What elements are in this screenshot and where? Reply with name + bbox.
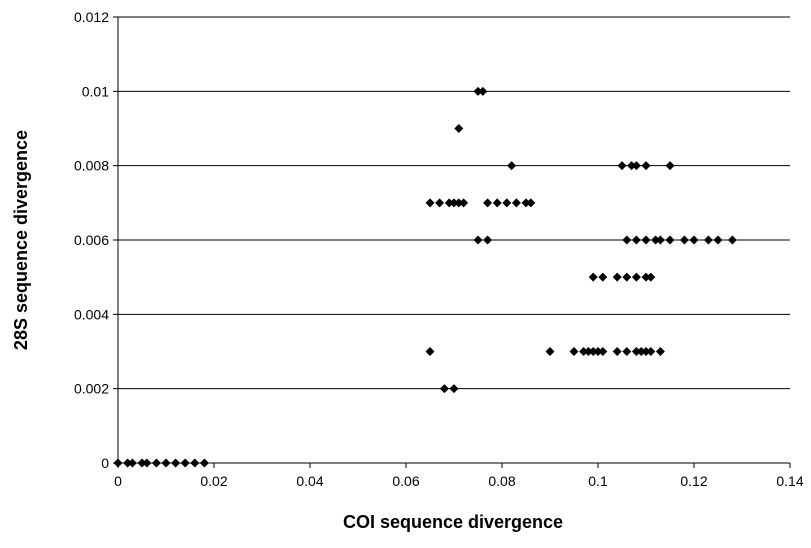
x-tick-label: 0.06 [392, 473, 419, 489]
y-tick-label: 0.004 [74, 306, 109, 322]
gridlines [118, 16, 790, 390]
data-point [617, 161, 627, 171]
y-tick-label: 0.006 [74, 232, 109, 248]
data-point [627, 161, 637, 171]
data-point [622, 235, 632, 245]
data-point [655, 347, 665, 356]
data-point [142, 458, 152, 468]
data-point [545, 347, 555, 356]
data-point [612, 272, 622, 282]
data-point [425, 198, 435, 208]
y-tick-label: 0.01 [82, 83, 109, 99]
data-point [171, 458, 181, 468]
data-point [641, 347, 651, 356]
data-point [727, 235, 737, 245]
data-point [459, 198, 469, 208]
data-point [123, 458, 133, 468]
data-point [631, 272, 641, 282]
data-point [137, 458, 147, 468]
data-point [569, 347, 579, 356]
data-point [449, 384, 459, 394]
data-point [598, 272, 608, 282]
data-point [199, 458, 209, 468]
data-point [689, 235, 699, 245]
data-point [588, 272, 598, 282]
data-point [713, 235, 723, 245]
data-point [646, 272, 656, 282]
data-point [641, 235, 651, 245]
y-tick-label: 0.012 [74, 9, 109, 25]
axes [113, 16, 791, 468]
data-points [113, 86, 737, 468]
y-tick-label: 0.008 [74, 158, 109, 174]
data-point [180, 458, 190, 468]
x-tick-label: 0 [114, 473, 122, 489]
data-point [439, 384, 449, 394]
data-point [636, 347, 646, 356]
data-point [651, 235, 661, 245]
data-point [598, 347, 608, 356]
x-tick-label: 0.02 [200, 473, 227, 489]
data-point [631, 235, 641, 245]
data-point [502, 198, 512, 208]
data-point [583, 347, 593, 356]
data-point [612, 347, 622, 356]
data-point [454, 124, 464, 133]
data-point [473, 235, 483, 245]
data-point [655, 235, 665, 245]
data-point [588, 347, 598, 356]
x-tick-label: 0.1 [588, 473, 608, 489]
data-point [492, 198, 502, 208]
data-point [665, 161, 675, 171]
x-axis-title: COI sequence divergence [343, 512, 563, 532]
data-point [454, 198, 464, 208]
data-point [521, 198, 531, 208]
y-axis-title: 28S sequence divergence [11, 130, 31, 350]
x-tick-label: 0.12 [680, 473, 707, 489]
data-point [444, 198, 454, 208]
data-point [665, 235, 675, 245]
data-point [473, 86, 483, 96]
data-point [622, 347, 632, 356]
data-point [631, 347, 641, 356]
data-point [641, 272, 651, 282]
tick-labels: 0 0.002 0.004 0.006 0.008 0.01 0.012 0 0.02 0.04 0… [74, 9, 804, 489]
data-point [646, 347, 656, 356]
x-tick-label: 0.04 [296, 473, 323, 489]
data-point [622, 272, 632, 282]
data-point [478, 86, 488, 96]
data-point [593, 347, 603, 356]
data-point [425, 347, 435, 356]
data-point [579, 347, 589, 356]
data-point [151, 458, 161, 468]
data-point [190, 458, 200, 468]
data-point [113, 458, 123, 468]
data-point [449, 198, 459, 208]
data-point [703, 235, 713, 245]
x-tick-label: 0.14 [776, 473, 803, 489]
data-point [483, 235, 493, 245]
y-tick-label: 0.002 [74, 381, 109, 397]
y-tick-label: 0 [101, 455, 109, 471]
data-point [631, 161, 641, 171]
data-point [483, 198, 493, 208]
x-tick-label: 0.08 [488, 473, 515, 489]
data-point [435, 198, 445, 208]
data-point [161, 458, 171, 468]
data-point [641, 161, 651, 171]
data-point [507, 161, 517, 171]
data-point [679, 235, 689, 245]
data-point [526, 198, 536, 208]
data-point [127, 458, 137, 468]
data-point [511, 198, 521, 208]
